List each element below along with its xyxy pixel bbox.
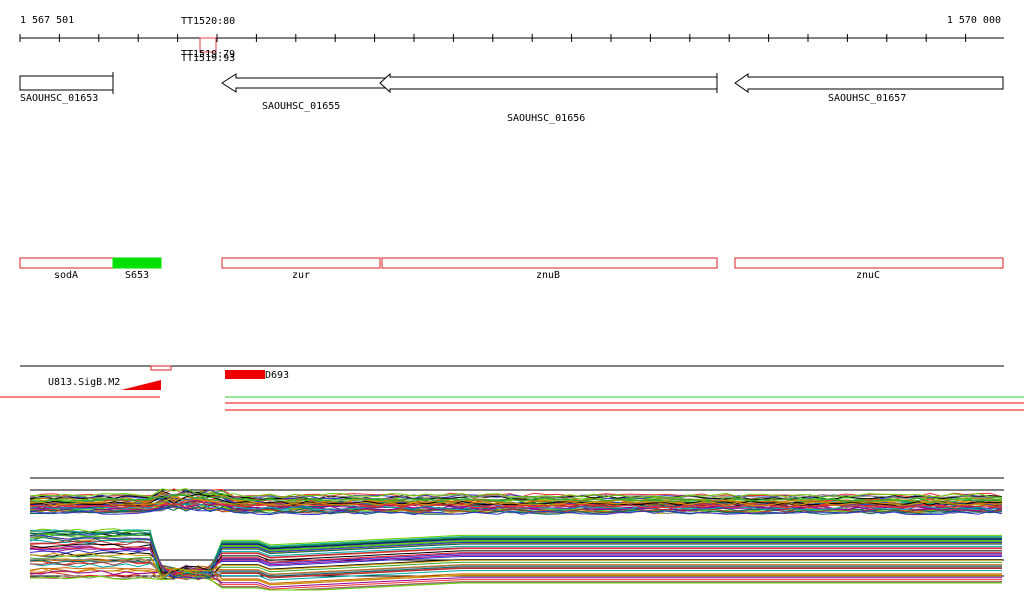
expr-profile — [29, 541, 1002, 580]
gene-arrow — [379, 72, 718, 94]
feature-label: zur — [292, 270, 310, 281]
expr-profile — [29, 506, 1003, 516]
expr-profile — [29, 558, 1002, 581]
feature-label: sodA — [54, 270, 78, 281]
feature-label: znuB — [536, 270, 560, 281]
gene-arrow — [221, 73, 386, 93]
ruler-start: 1 567 501 — [20, 15, 74, 26]
expr-profile — [29, 530, 1002, 578]
expr-profile — [29, 488, 1003, 498]
expr-profile — [29, 499, 1003, 508]
terminator-label: TT1519:79 — [181, 49, 235, 60]
feature — [19, 257, 114, 269]
feature-label: S653 — [125, 270, 149, 281]
expr-profile — [29, 493, 1003, 506]
feature-label: znuC — [856, 270, 880, 281]
reg-box — [225, 370, 265, 379]
gene-arrow — [734, 73, 1004, 93]
terminator-label: TT1520:80 — [181, 16, 235, 27]
reg-label: D693 — [265, 370, 289, 381]
reg-label: U813.SigB.M2 — [48, 377, 120, 388]
expr-profile — [29, 490, 1003, 500]
feature — [112, 257, 162, 269]
gene-label: SAOUHSC_01656 — [507, 113, 585, 124]
expr-profile — [29, 564, 1002, 588]
expr-profile — [29, 546, 1002, 578]
gene-label: SAOUHSC_01653 — [20, 93, 98, 104]
feature — [381, 257, 718, 269]
expr-profile — [29, 536, 1002, 580]
expr-profile — [29, 552, 1002, 580]
terminator — [199, 37, 217, 53]
expression-panel — [29, 477, 1004, 591]
ruler — [19, 34, 1004, 42]
expr-profile — [29, 494, 1003, 503]
expr-profile — [29, 567, 1002, 586]
expr-profile — [29, 535, 1002, 579]
reg-box — [150, 365, 172, 371]
expr-profile — [29, 530, 1002, 580]
expr-profile — [29, 496, 1003, 507]
expr-profile — [29, 564, 1002, 591]
gene-label: SAOUHSC_01655 — [262, 101, 340, 112]
expr-profile — [29, 543, 1002, 574]
terminator-label: TT1519:93 — [181, 53, 235, 64]
feature — [734, 257, 1004, 269]
gene — [19, 75, 114, 91]
reg-triangle — [121, 380, 161, 390]
ruler-end: 1 570 000 — [947, 15, 1001, 26]
gene-label: SAOUHSC_01657 — [828, 93, 906, 104]
feature — [221, 257, 381, 269]
